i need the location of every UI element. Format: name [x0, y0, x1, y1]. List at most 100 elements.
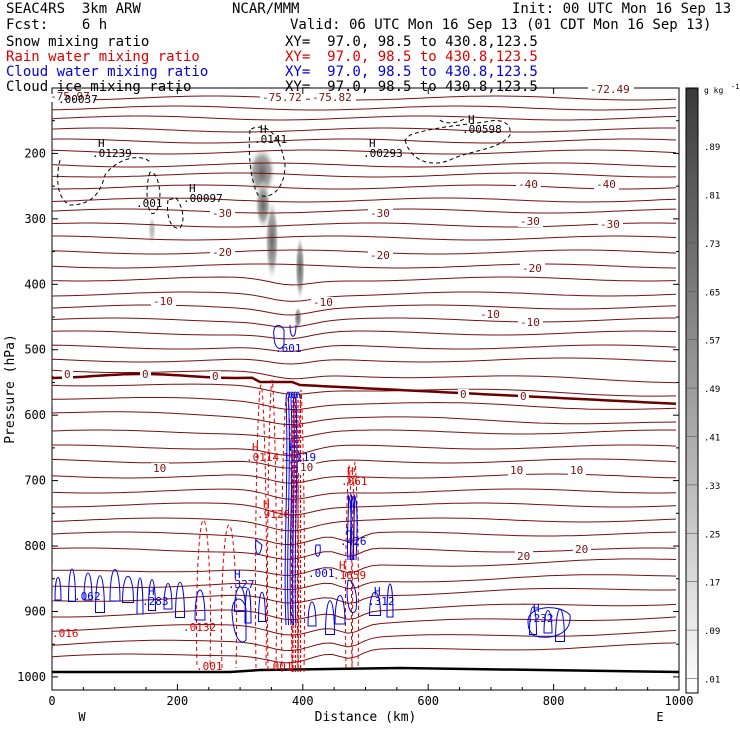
temp-contour-line	[52, 587, 677, 604]
temp-contour-line	[52, 411, 677, 426]
maximum-value-label: .061	[341, 475, 368, 488]
temp-contour-label: 10	[510, 464, 523, 477]
temp-contour-line	[52, 235, 677, 241]
temp-contour-line	[52, 502, 677, 516]
maximum-marker: H	[369, 137, 376, 150]
temp-label-bg	[151, 296, 176, 307]
maximum-value-label: .01239	[92, 147, 132, 160]
temp-label-bg	[518, 317, 543, 328]
temp-label-bg	[62, 369, 73, 380]
temp-label-bg	[368, 250, 393, 261]
y-tick-label: 500	[24, 343, 46, 357]
rain-contour-3	[266, 379, 278, 671]
temp-contour-line	[52, 222, 677, 228]
ice-shading-4	[294, 306, 302, 330]
temp-label-bg	[298, 462, 316, 473]
colorbar-tick-label: .89	[704, 143, 720, 153]
ice-contour-5	[439, 117, 466, 124]
field-snow-xy: XY= 97.0, 98.5 to 430.8,123.5	[285, 34, 538, 50]
rain-contour-7	[344, 464, 354, 669]
temp-label-bg	[508, 465, 526, 476]
maximum-value-label: .00293	[363, 147, 403, 160]
colorbar-tick-label: .41	[704, 433, 720, 443]
cloud-low-contour	[334, 595, 346, 625]
temp-contour-line	[52, 95, 677, 101]
cloud-low-contour	[83, 572, 93, 601]
temp-contour-line	[52, 531, 677, 546]
temp-contour-label: -30	[370, 207, 390, 220]
temp-contour-label: -75.72	[262, 91, 302, 104]
field-cloud-xy: XY= 97.0, 98.5 to 430.8,123.5	[285, 64, 538, 80]
cloud-column2-contour	[346, 579, 357, 613]
temp-contour-line	[52, 184, 677, 190]
maximum-marker: H	[533, 602, 540, 615]
init-time: Init: 00 UTC Mon 16 Sep 13	[512, 1, 732, 17]
rain-contour-8	[350, 461, 360, 669]
x-tick-label: 1000	[665, 694, 694, 708]
colorbar-tick-label: .25	[704, 530, 720, 540]
cloud-low-contour	[121, 576, 135, 603]
temp-label-bg	[594, 179, 619, 190]
temp-contour-line	[52, 330, 677, 340]
maximum-value-label: .1659	[333, 569, 366, 582]
temp-label-bg	[573, 544, 591, 555]
cloud-low-contour	[314, 544, 321, 557]
temp-label-bg	[458, 389, 469, 400]
colorbar	[685, 87, 699, 694]
forecast-hour: Fcst: 6 h	[6, 17, 108, 33]
cloud-low-contour	[194, 589, 206, 621]
temp-label-bg	[518, 216, 543, 227]
temp-contour-line	[52, 115, 677, 121]
temp-contour-line	[52, 149, 677, 155]
temp-contour-label: 10	[300, 461, 313, 474]
temp-label-bg	[588, 84, 634, 95]
temp-contour-line	[52, 429, 677, 440]
maximum-marker: H	[346, 525, 353, 538]
y-tick-label: 800	[24, 539, 46, 553]
rain-contour-6	[296, 389, 306, 673]
cloud-low-contour	[324, 600, 336, 635]
cloud-anvil-contour	[273, 324, 285, 349]
temp-contour-line	[52, 197, 677, 203]
temp-contour-label: 10	[570, 464, 583, 477]
cloud-low-contour	[527, 607, 571, 638]
temp-contour-line	[52, 517, 677, 532]
colorbar-tick-label: .81	[704, 191, 720, 201]
temp-contour-label: 20	[575, 543, 588, 556]
colorbar-tick-label: .57	[704, 337, 720, 347]
model-title: SEAC4RS 3km ARW	[6, 1, 141, 17]
maximum-value-label: .001	[136, 197, 163, 210]
temp-contour-line	[52, 162, 677, 168]
cloud-core-contour	[292, 391, 298, 626]
ice-contour-4	[404, 120, 511, 164]
ice-contour-0	[57, 157, 151, 206]
ice-shading-3	[255, 180, 271, 230]
field-rain-xy: XY= 97.0, 98.5 to 430.8,123.5	[285, 49, 538, 65]
maximum-value-label: .001	[266, 660, 293, 673]
maximum-marker: H	[347, 465, 354, 478]
maximum-marker: H	[374, 585, 381, 598]
temp-contour-label: -20	[370, 249, 390, 262]
y-tick-label: 1000	[17, 670, 46, 684]
temp-contour-line	[52, 291, 677, 302]
temp-contour-line	[52, 105, 677, 111]
temp-contour-line	[52, 383, 677, 397]
temp-contour-line	[52, 444, 677, 456]
temp-label-bg	[568, 465, 586, 476]
temp-contour-label: 20	[517, 550, 530, 563]
maximum-value-label: .312	[368, 595, 395, 608]
field-ice-xy: XY= 97.0, 98.5 to 430.8,123.5	[285, 79, 538, 95]
colorbar-tick-label: .33	[704, 482, 720, 492]
temp-contour-line	[52, 127, 676, 133]
temp-contour-line	[52, 317, 676, 328]
valid-time: Valid: 06 UTC Mon 16 Sep 13 (01 CDT Mon …	[290, 17, 712, 33]
colorbar-tick-label: .49	[704, 385, 720, 395]
x-tick-label: 400	[292, 694, 314, 708]
maximum-marker: H	[260, 123, 267, 136]
y-tick-label: 900	[24, 604, 46, 618]
colorbar-tick-label: .73	[704, 240, 720, 250]
temp-label-bg	[598, 219, 623, 230]
maximum-value-label: .001	[196, 660, 223, 673]
temp-contour-label: -40	[518, 178, 538, 191]
maximum-value-label: .426	[340, 535, 367, 548]
